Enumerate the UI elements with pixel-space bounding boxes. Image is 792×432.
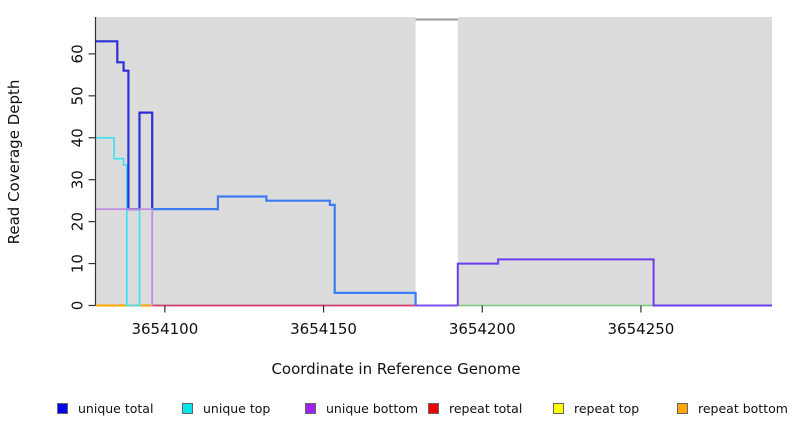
legend-item-repeat-total: repeat total bbox=[428, 399, 522, 417]
y-tick-label: 0 bbox=[69, 301, 87, 311]
unique-bottom-right-line bbox=[456, 258, 772, 307]
legend-item-repeat-top: repeat top bbox=[553, 399, 639, 417]
unique-top-line bbox=[96, 137, 141, 307]
legend-item-unique-top: unique top bbox=[182, 399, 270, 417]
repeat-top-swatch-icon bbox=[553, 402, 564, 414]
legend-label: repeat bottom bbox=[698, 400, 788, 416]
legend-item-unique-total: unique total bbox=[57, 399, 153, 417]
repeat-total-swatch-icon bbox=[428, 402, 439, 414]
y-tick-label: 20 bbox=[69, 212, 87, 231]
legend-label: repeat top bbox=[574, 400, 640, 416]
unique-total-right-line bbox=[152, 195, 417, 306]
x-tick-label: 3654200 bbox=[449, 320, 516, 338]
y-tick-label: 30 bbox=[69, 170, 87, 189]
unique-total-swatch-icon bbox=[57, 402, 68, 414]
legend: unique total unique top unique bottom re… bbox=[0, 399, 792, 419]
repeat-bottom-swatch-icon bbox=[677, 402, 688, 414]
y-tick-label: 40 bbox=[69, 128, 87, 147]
coverage-gap bbox=[415, 17, 458, 306]
x-axis-title: Coordinate in Reference Genome bbox=[271, 360, 521, 378]
x-tick-label: 3654150 bbox=[290, 320, 357, 338]
x-tick-label: 3654250 bbox=[608, 320, 675, 338]
y-tick-label: 10 bbox=[69, 254, 87, 273]
y-tick-label: 60 bbox=[69, 44, 87, 63]
x-tick-label: 3654100 bbox=[131, 320, 198, 338]
legend-item-unique-bottom: unique bottom bbox=[305, 399, 418, 417]
unique-bottom-swatch-icon bbox=[305, 402, 316, 414]
unique-top-swatch-icon bbox=[182, 402, 193, 414]
legend-label: unique bottom bbox=[326, 400, 419, 416]
legend-label: unique top bbox=[203, 400, 271, 416]
unique-total-left-line bbox=[96, 40, 154, 211]
y-axis-title: Read Coverage Depth bbox=[5, 79, 23, 245]
legend-label: unique total bbox=[78, 400, 154, 416]
legend-item-repeat-bottom: repeat bottom bbox=[677, 399, 788, 417]
unique-bottom-left-line bbox=[96, 208, 154, 306]
legend-label: repeat total bbox=[449, 400, 523, 416]
y-tick-label: 50 bbox=[69, 86, 87, 105]
